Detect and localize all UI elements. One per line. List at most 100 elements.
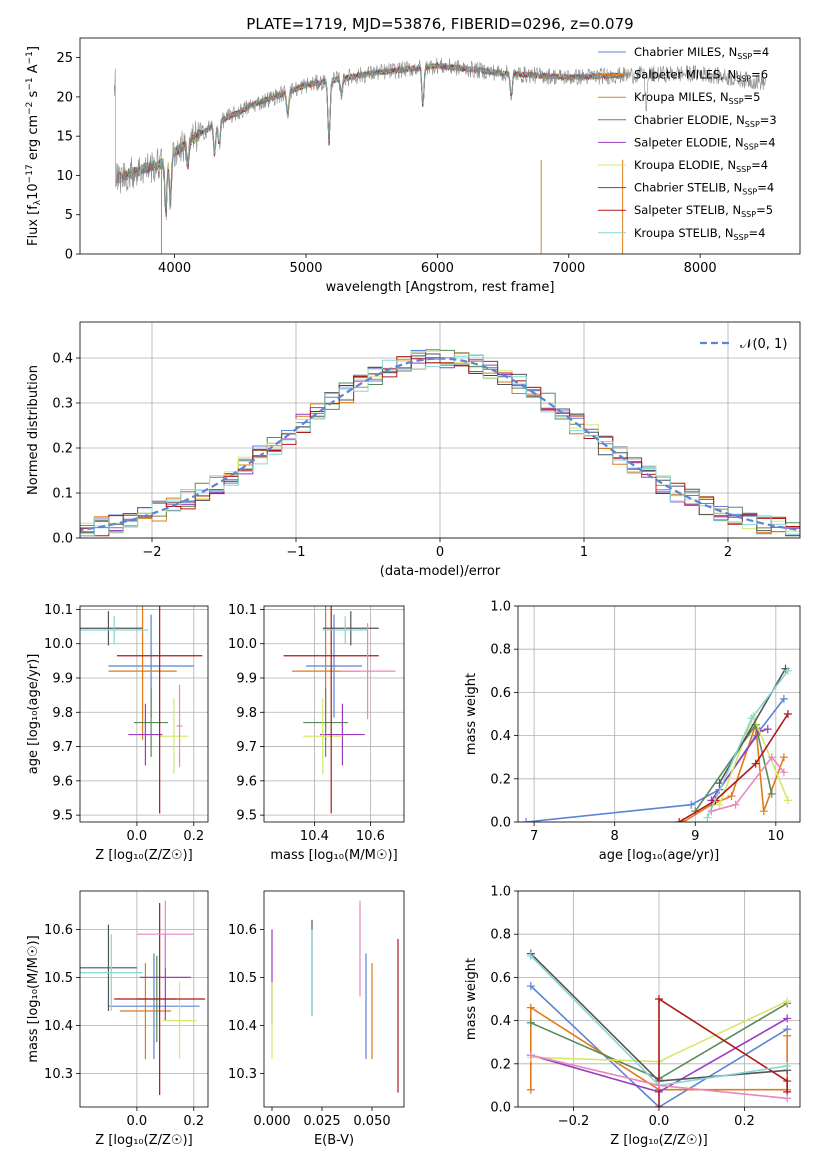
plot-area — [80, 900, 206, 1095]
legend-entry: Salpeter MILES, NSSP=6 — [634, 68, 768, 84]
x-axis-label: (data-model)/error — [380, 564, 501, 579]
legend-sub: SSP — [736, 75, 751, 84]
x-tick-label: 8 — [611, 829, 619, 844]
x-axis-label: Z [log₁₀(Z/Z☉)] — [610, 1133, 707, 1148]
x-axis-label: Z [log₁₀(Z/Z☉)] — [95, 848, 192, 863]
x-tick-label: 0.2 — [734, 1114, 755, 1129]
legend-eq: =5 — [756, 203, 773, 217]
series-marker — [522, 818, 531, 822]
axes-frame — [263, 890, 405, 1108]
legend-entry: Kroupa STELIB, NSSP=4 — [634, 226, 765, 242]
legend-sub: SSP — [736, 165, 751, 174]
panel-mass-vs-Z: 0.0 0.2 10.3 10.4 10.5 10.6 Z [log₁₀(Z/Z☉)] mas… — [26, 890, 209, 1148]
weight-series — [707, 753, 788, 816]
series-marker — [655, 1103, 663, 1107]
errorbar-point — [119, 963, 172, 1059]
axes-frame — [79, 890, 209, 1108]
series-marker — [707, 807, 716, 816]
legend-text: Chabrier STELIB, N — [634, 181, 742, 195]
axes-frame — [79, 605, 209, 823]
panel-mass-weight-vs-Z: −0.2 0.0 0.2 0.0 0.2 0.4 0.6 0.8 1.0 Z [log₁₀(Z/Z… — [464, 885, 801, 1148]
y-axis-label-part: 10 — [26, 183, 41, 200]
errorbar-point — [322, 616, 368, 644]
y-tick-label: 0.3 — [52, 397, 73, 412]
y-tick-label: 5 — [65, 208, 73, 223]
errorbar-point — [114, 903, 206, 1095]
series-marker — [715, 800, 724, 809]
errorbar-point — [339, 623, 396, 720]
legend-sub: SSP — [737, 52, 752, 61]
x-tick-label: 10 — [768, 829, 785, 844]
y-tick-label: 0.2 — [490, 772, 511, 787]
y-tick-label: 0.4 — [490, 729, 511, 744]
legend-eq: =4 — [757, 181, 774, 195]
errorbar-point — [80, 616, 149, 644]
y-tick-label: 0.6 — [490, 686, 511, 701]
x-tick-label: 0.050 — [353, 1114, 390, 1129]
y-tick-label: 9.5 — [52, 809, 73, 824]
legend-eq: =4 — [759, 135, 776, 149]
panel-residuals: 𝒩(0, 1) −2 −1 0 1 2 0.0 0.1 0.2 0.3 0.4 (data-model… — [26, 321, 801, 579]
legend-text: Salpeter MILES, N — [634, 68, 736, 82]
y-axis-label: Flux [fλ10−17 erg cm−2 s−1 A−1] — [25, 46, 43, 246]
legend-text: Kroupa MILES, N — [634, 90, 729, 104]
y-tick-label: 15 — [56, 130, 73, 145]
series-marker — [767, 753, 776, 762]
series-line — [530, 985, 788, 1107]
errorbar-point — [134, 688, 169, 757]
series-marker — [526, 1003, 535, 1012]
series-marker — [526, 1018, 535, 1027]
x-tick-label: 0.0 — [127, 829, 148, 844]
y-axis-label-part: −17 — [25, 164, 35, 183]
series-line — [658, 997, 788, 1107]
series-marker — [783, 1014, 792, 1023]
y-tick-label: 9.8 — [52, 706, 73, 721]
errorbar-point — [80, 611, 143, 646]
errorbar-point — [128, 703, 163, 766]
x-axis-label: E(B-V) — [314, 1133, 354, 1148]
y-axis-label-part: −1 — [25, 51, 35, 64]
y-axis-label: age [log₁₀(age/yr)] — [26, 654, 41, 775]
chart-title: PLATE=1719, MJD=53876, FIBERID=0296, z=0… — [246, 15, 633, 33]
legend-entry: Kroupa ELODIE, NSSP=4 — [634, 158, 768, 174]
weight-series — [522, 694, 788, 822]
y-axis-label: mass weight — [464, 673, 479, 755]
normal-curve — [80, 357, 800, 532]
axes-frame — [263, 605, 405, 823]
legend-entry: Chabrier STELIB, NSSP=4 — [634, 181, 774, 197]
x-axis-label: age [log₁₀(age/yr)] — [599, 848, 720, 863]
panel-mass-weight-vs-age: 7 8 9 10 0.0 0.2 0.4 0.6 0.8 1.0 age [log₁₀(age/yr… — [464, 600, 801, 863]
legend-sub: SSP — [742, 188, 757, 197]
y-tick-label: 0.8 — [490, 643, 511, 658]
errorbar-point — [136, 900, 194, 968]
series-line — [711, 755, 785, 812]
y-tick-label: 9.6 — [52, 774, 73, 789]
y-tick-label: 10.1 — [228, 603, 257, 618]
histogram-step — [80, 352, 800, 537]
x-tick-label: 7000 — [552, 261, 585, 276]
errorbar-point — [283, 606, 379, 814]
y-tick-label: 1.0 — [490, 885, 511, 900]
x-axis-label: wavelength [Angstrom, rest frame] — [326, 280, 555, 295]
y-tick-label: 10.4 — [44, 1019, 73, 1034]
legend-sub: SSP — [734, 233, 749, 242]
legend-text: Kroupa ELODIE, N — [634, 158, 736, 172]
y-axis-label-part: erg cm — [26, 115, 41, 164]
y-axis-label-part: −1 — [25, 77, 35, 90]
series-marker — [783, 1061, 792, 1070]
y-axis-label-part: A — [26, 64, 41, 77]
y-tick-label: 0.6 — [490, 971, 511, 986]
plot-area — [80, 606, 203, 814]
errorbar-point — [80, 934, 143, 1011]
errorbar-point — [303, 698, 343, 774]
series-marker — [526, 951, 535, 960]
series-marker — [767, 789, 776, 798]
y-tick-label: 10.0 — [44, 637, 73, 652]
x-tick-label: 1 — [580, 545, 588, 560]
y-tick-label: 1.0 — [490, 600, 511, 615]
y-tick-label: 0.1 — [52, 487, 73, 502]
axes-frame — [517, 605, 801, 823]
series-marker — [779, 768, 788, 777]
